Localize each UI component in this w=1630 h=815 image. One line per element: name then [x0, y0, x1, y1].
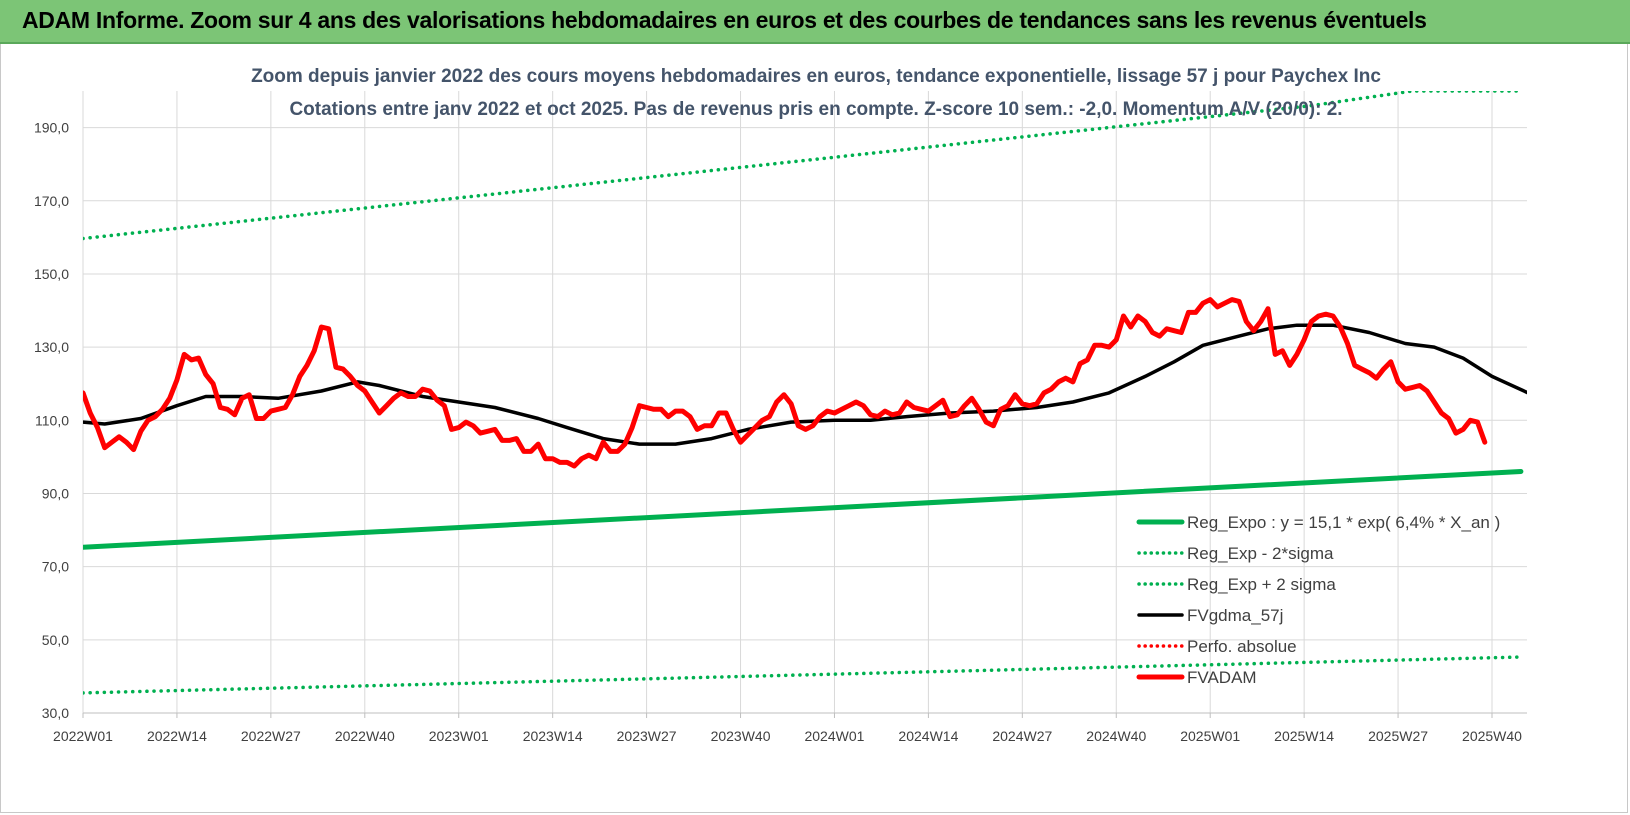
- x-tick-label: 2025W27: [1368, 728, 1428, 744]
- x-tick-label: 2022W40: [335, 728, 395, 744]
- y-axis: 30,0 50,0 70,0 90,0 110,0 130,0 150,0 170,0 190,…: [34, 120, 69, 721]
- legend-label: Perfo. absolue: [1187, 637, 1297, 656]
- y-tick-label: 90,0: [42, 485, 69, 501]
- series-line-1: [83, 655, 1523, 695]
- series-line-5: [83, 297, 1488, 469]
- y-tick-label: 110,0: [35, 412, 69, 428]
- x-tick-label: 2024W01: [804, 728, 864, 744]
- x-tick-label: 2024W40: [1086, 728, 1146, 744]
- x-tick-label: 2025W14: [1274, 728, 1334, 744]
- series-layer: [83, 91, 1527, 695]
- legend-label: FVgdma_57j: [1187, 606, 1283, 625]
- chart-title: Zoom depuis janvier 2022 des cours moyen…: [251, 66, 1381, 87]
- y-tick-label: 150,0: [34, 266, 69, 282]
- x-tick-label: 2024W27: [992, 728, 1052, 744]
- series-line-0: [83, 469, 1524, 550]
- x-tick-label: 2025W01: [1180, 728, 1240, 744]
- x-tick-label: 2024W14: [898, 728, 958, 744]
- gridlines: [82, 91, 1527, 714]
- x-tick-label: 2022W27: [241, 728, 301, 744]
- y-tick-label: 30,0: [42, 705, 69, 721]
- x-axis: 2022W01 2022W14 2022W27 2022W40 2023W01 2023W…: [53, 712, 1527, 744]
- chart-subtitle: Cotations entre janv 2022 et oct 2025. P…: [289, 99, 1342, 120]
- x-tick-label: 2025W40: [1462, 728, 1522, 744]
- x-tick-label: 2023W40: [711, 728, 771, 744]
- line-chart: 30,0 50,0 70,0 90,0 110,0 130,0 150,0 170,0 190,…: [34, 66, 1527, 744]
- x-tick-label: 2023W27: [617, 728, 677, 744]
- x-tick-label: 2022W14: [147, 728, 207, 744]
- x-tick-label: 2023W14: [523, 728, 583, 744]
- y-tick-label: 130,0: [34, 339, 69, 355]
- x-tick-label: 2022W01: [53, 728, 113, 744]
- y-tick-label: 50,0: [42, 632, 69, 648]
- legend-label: FVADAM: [1187, 668, 1257, 687]
- legend-label: Reg_Exp - 2*sigma: [1187, 544, 1334, 563]
- legend: Reg_Expo : y = 15,1 * exp( 6,4% * X_an )…: [1136, 513, 1500, 687]
- y-tick-label: 170,0: [34, 193, 69, 209]
- legend-label: Reg_Expo : y = 15,1 * exp( 6,4% * X_an ): [1187, 513, 1500, 532]
- report-banner: ADAM Informe. Zoom sur 4 ans des valoris…: [0, 0, 1630, 44]
- chart-frame: 30,0 50,0 70,0 90,0 110,0 130,0 150,0 170,0 190,…: [0, 44, 1628, 813]
- series-line-3: [83, 323, 1527, 446]
- x-tick-label: 2023W01: [429, 728, 489, 744]
- report-title: ADAM Informe. Zoom sur 4 ans des valoris…: [22, 7, 1427, 33]
- series-line-2: [83, 91, 1523, 241]
- legend-label: Reg_Exp + 2 sigma: [1187, 575, 1336, 594]
- y-tick-label: 190,0: [34, 120, 69, 136]
- y-tick-label: 70,0: [42, 559, 69, 575]
